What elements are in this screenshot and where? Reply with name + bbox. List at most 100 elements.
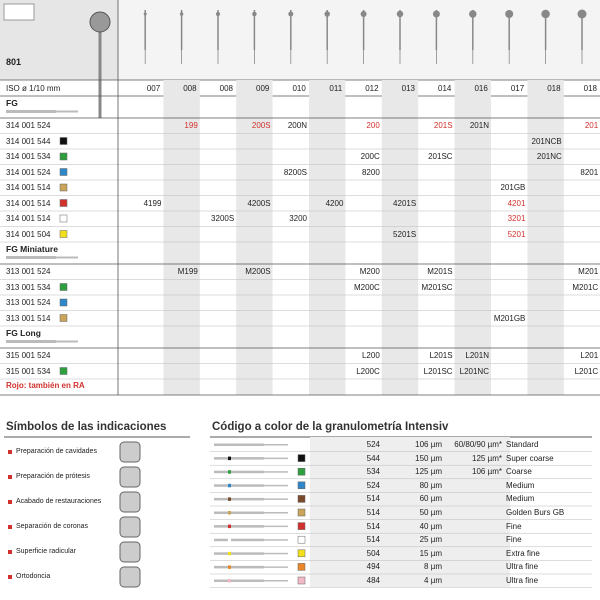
color-swatch [297,563,306,571]
color-swatch [297,454,306,462]
grit-size: 106 µm [415,440,442,449]
grit-code: 544 [366,453,380,463]
iso-size: 012 [365,84,379,93]
cell: 201GB [500,183,526,192]
cell: L201N [465,351,489,360]
bur-head [143,12,147,16]
cell: 201SC [428,152,453,161]
cell: M199 [177,267,198,276]
bur-icon [214,525,264,528]
product-code: 314 001 514 [6,183,51,192]
symbol-icon [119,516,141,538]
shaded-column [381,80,419,395]
cell: 8200 [361,167,380,177]
grit-code: 504 [366,548,380,558]
cell: 5201S [393,229,417,239]
grit-name: Fine [506,535,522,545]
grit-size: 60 µm [419,494,442,504]
cell: 200C [360,152,380,161]
bur-icon [264,498,288,500]
grit-name: Extra fine [506,548,540,558]
grit-code: 514 [366,494,380,504]
bur-icon [56,340,78,343]
cell: 201 [584,121,599,130]
bur-icon [264,484,288,487]
cell: L201SC [423,366,453,376]
grit-code: 524 [366,440,380,449]
grit-name: Fine [506,521,522,531]
color-swatch [297,495,306,503]
bur-icon [264,444,288,446]
grit-size: 150 µm [415,453,442,463]
bur-icon [264,512,288,514]
product-code: 313 001 524 [6,267,51,276]
shaded-column [454,80,491,395]
shaded-column [163,80,200,395]
product-code: 314 001 514 [6,198,51,208]
cell: M201C [572,282,599,292]
bur-icon [214,443,264,446]
product-code: 314 001 544 [6,136,51,146]
product-code: 313 001 514 [6,313,51,323]
symbol-label: Superficie radicular [16,548,76,555]
shaded-column [309,80,346,395]
grit-name: Ultra fine [506,576,539,585]
bur-icon [214,484,264,487]
product-code: 314 001 504 [6,229,51,239]
bur-band [228,511,231,515]
cell: M200C [353,282,380,292]
section-title: FG Miniature [6,244,58,254]
cell: L201C [574,366,599,376]
cell: L201 [580,351,599,360]
grit-title: Código a color de la granulometría Inten… [212,421,449,433]
symbol-label: Preparación de cavidades [16,448,97,455]
bur-band [228,470,231,474]
bur-band [228,456,231,461]
bur-icon [264,471,288,473]
iso-size: 017 [510,84,525,93]
symbols-title: Símbolos de las indicaciones [6,421,167,433]
cell: 200S [251,121,271,130]
bur-head [360,11,367,17]
bullet [8,575,12,579]
grit-size: 8 µm [424,562,442,572]
bur-icon [214,552,264,555]
cell: 3200S [211,214,235,223]
bur-icon [214,511,264,514]
bur-icon [6,340,56,343]
bur-head [469,10,477,18]
cell: M201 [578,267,599,276]
iso-label: ISO ø 1/10 mm [6,84,61,93]
bur-icon [214,470,264,474]
bullet [8,550,12,554]
series-label: 801 [6,57,22,67]
cell: L200C [356,366,380,376]
color-swatch [59,298,68,307]
iso-size: 016 [474,84,488,93]
bur-icon [264,525,288,528]
cell: L201S [429,351,453,360]
grit-name: Medium [506,480,535,490]
cell: L201NC [459,366,489,376]
grit-size: 25 µm [419,535,442,545]
cell: 200 [366,121,380,130]
cell: M200S [245,267,271,276]
icon-box [3,3,35,21]
product-code: 314 001 534 [6,152,51,161]
grit-name: Golden Burs GB [506,508,565,517]
bur-icon [214,497,264,501]
cell: 199 [184,121,198,130]
cell: 4200 [325,198,344,208]
color-swatch [297,549,306,558]
product-code: 313 001 534 [6,282,51,292]
color-swatch [59,230,68,238]
symbol-icon [119,566,141,588]
bur-icon [264,580,288,582]
iso-size: 018 [547,84,561,93]
color-swatch [59,152,68,161]
bur-icon [264,539,288,541]
product-code: 313 001 524 [6,298,51,307]
cell: 201NCB [531,136,562,146]
bur-band [228,579,231,583]
grit-name: Ultra fine [506,562,539,572]
